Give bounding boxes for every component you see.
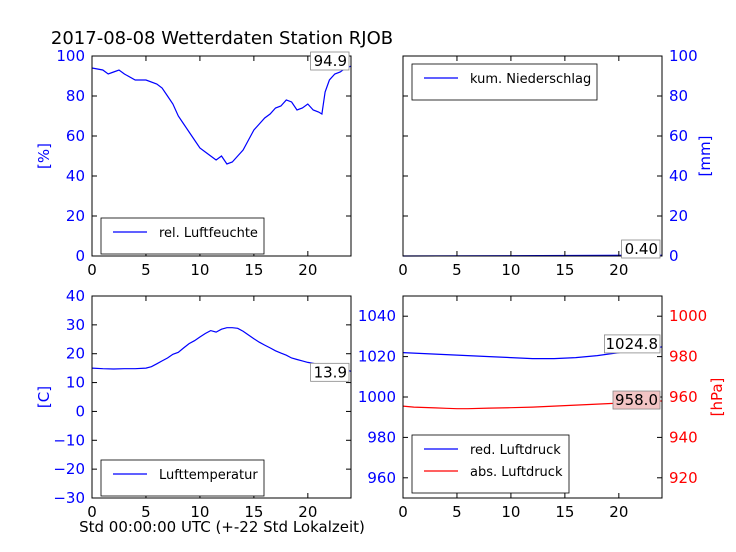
- y-tick-label: 0: [669, 247, 679, 265]
- figure-title: 2017-08-08 Wetterdaten Station RJOB: [51, 28, 393, 49]
- axes-frame: [91, 55, 352, 257]
- y-tick-label: 30: [66, 316, 85, 334]
- x-tick-label: 10: [501, 261, 520, 279]
- y-tick-label: 60: [66, 127, 85, 145]
- y-tick-label: 1020: [358, 348, 396, 366]
- y-tick-label: 80: [66, 87, 85, 105]
- y-tick-label: 80: [669, 87, 688, 105]
- legend-label: abs. Luftdruck: [470, 465, 563, 480]
- y-tick-label: 980: [669, 348, 698, 366]
- y-tick-label: 1040: [358, 307, 396, 325]
- x-tick-label: 0: [87, 261, 97, 279]
- y-tick-label: 0: [75, 402, 85, 420]
- x-tick-label: 5: [141, 503, 151, 521]
- y-tick-label: 40: [66, 287, 85, 305]
- last-value-label: 13.9: [314, 363, 347, 381]
- y-tick-label: 40: [66, 167, 85, 185]
- series-line: [91, 65, 352, 165]
- y-tick-label: 10: [66, 374, 85, 392]
- legend-box: [100, 459, 265, 497]
- last-value-label-blue-box: [604, 334, 661, 354]
- y-tick-label: 1000: [358, 388, 396, 406]
- x-tick-label: 10: [190, 503, 209, 521]
- x-tick-label: 20: [298, 503, 317, 521]
- x-tick-label: 0: [87, 503, 97, 521]
- y-tick-label: −30: [53, 489, 85, 507]
- legend-label: red. Luftdruck: [470, 443, 561, 458]
- x-tick-label: 5: [141, 261, 151, 279]
- x-axis-label: Std 00:00:00 UTC (+-22 Std Lokalzeit): [79, 518, 365, 536]
- series-line: [91, 327, 352, 372]
- panel-bottom-right: 0 5 10 15 20 960 980 1000 1020 1040 920 940 960 980 10…: [358, 295, 726, 521]
- y-tick-label: 60: [669, 127, 688, 145]
- y-tick-label: 940: [669, 428, 698, 446]
- y-tick-label: 980: [367, 428, 396, 446]
- legend-label: Lufttemperatur: [159, 468, 258, 483]
- x-tick-label: 20: [298, 261, 317, 279]
- last-value-label-box: [310, 362, 350, 382]
- legend-label: kum. Niederschlag: [470, 72, 591, 87]
- axes-frame: [402, 55, 663, 257]
- panel-top-left: 0 5 10 15 20 0 20 40 60 80 100 [%] 94.9 rel. Luftfeuc…: [35, 47, 352, 279]
- y-tick-label: 20: [66, 345, 85, 363]
- y-tick-label: 960: [367, 469, 396, 487]
- y-tick-label: 1000: [669, 307, 707, 325]
- last-value-label-red-box: [612, 390, 661, 410]
- x-tick-label: 15: [555, 261, 574, 279]
- y-axis-label: [mm]: [696, 136, 714, 177]
- axes-frame: [91, 295, 352, 499]
- legend-box: [411, 434, 570, 494]
- y-tick-label: 20: [66, 207, 85, 225]
- y-tick-label: 40: [669, 167, 688, 185]
- x-tick-label: 5: [452, 503, 462, 521]
- legend-box: [411, 63, 598, 101]
- y-tick-label: −20: [53, 460, 85, 478]
- x-tick-label: 0: [398, 503, 408, 521]
- x-tick-label: 20: [609, 261, 628, 279]
- y-axis-label-right: [hPa]: [708, 378, 726, 417]
- last-value-label-red: 958.0: [615, 391, 658, 409]
- last-value-label: 0.40: [625, 240, 658, 258]
- x-tick-label: 10: [190, 261, 209, 279]
- legend-box: [100, 217, 265, 255]
- y-tick-label: 100: [56, 47, 85, 65]
- legend-label: rel. Luftfeuchte: [159, 226, 258, 241]
- last-value-label-box: [621, 239, 661, 259]
- last-value-label: 94.9: [314, 52, 347, 70]
- x-tick-label: 10: [501, 503, 520, 521]
- panel-bottom-left: 0 5 10 15 20 −30 −20 −10 0 10 20 30 40 [C] 13.9 Lufttem…: [35, 287, 352, 521]
- last-value-label-box: [310, 51, 350, 71]
- y-tick-label: 20: [669, 207, 688, 225]
- x-tick-label: 5: [452, 261, 462, 279]
- x-tick-label: 15: [244, 261, 263, 279]
- y-axis-label: [C]: [35, 386, 53, 408]
- y-axis-label: [%]: [35, 143, 53, 169]
- y-tick-label: −10: [53, 431, 85, 449]
- last-value-label-blue: 1024.8: [606, 335, 659, 353]
- x-tick-label: 20: [609, 503, 628, 521]
- y-tick-label: 0: [75, 247, 85, 265]
- y-tick-label: 100: [669, 47, 698, 65]
- y-tick-label: 920: [669, 469, 698, 487]
- x-tick-label: 0: [398, 261, 408, 279]
- panel-top-right: 0 5 10 15 20 0 20 40 60 80 100 [mm] 0.40 kum. Nieders…: [398, 47, 714, 279]
- x-tick-label: 15: [244, 503, 263, 521]
- x-tick-label: 15: [555, 503, 574, 521]
- y-tick-label: 960: [669, 388, 698, 406]
